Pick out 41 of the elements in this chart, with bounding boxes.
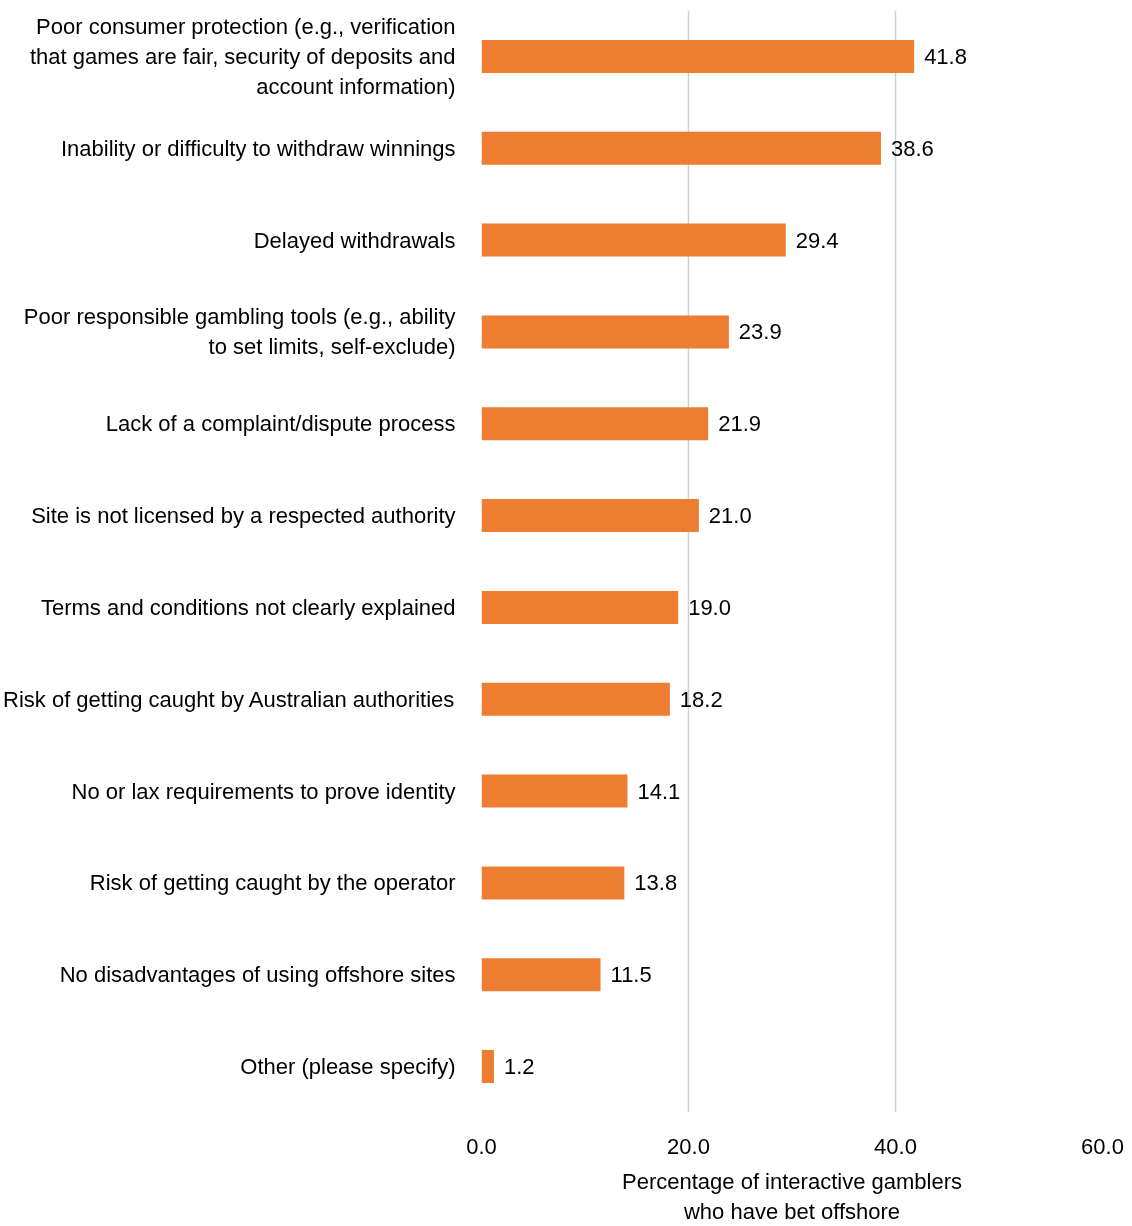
y-tick-label: Terms and conditions not clearly explained: [40, 594, 456, 620]
bar: [481, 407, 709, 441]
data-label: 13.8: [634, 870, 678, 896]
y-tick-label: Risk of getting caught by Australian authorities: [3, 686, 455, 712]
y-tick-label: Delayed withdrawals: [253, 227, 456, 253]
bar: [481, 1050, 494, 1084]
data-label: 29.4: [795, 227, 839, 253]
data-label: 11.5: [610, 962, 652, 988]
data-label: 38.6: [891, 135, 934, 161]
bar: [481, 39, 915, 73]
data-label: 21.0: [708, 503, 752, 529]
x-tick-label: 60.0: [1081, 1133, 1124, 1159]
y-tick-label: Site is not licensed by a respected authority: [31, 503, 456, 529]
y-tick-label: No disadvantages of using offshore sites: [59, 962, 456, 988]
x-tick-label: 0.0: [466, 1133, 497, 1159]
bar: [481, 499, 699, 533]
data-label: 14.1: [637, 778, 681, 804]
data-label: 23.9: [738, 319, 782, 345]
bar: [481, 315, 729, 349]
bar: [481, 131, 882, 165]
data-label: 21.9: [718, 411, 761, 437]
bar: [481, 590, 679, 624]
y-tick-label: Poor responsible gambling tools (e.g., ability to set limits, self-exclude): [23, 304, 456, 360]
x-axis-title: Percentage of interactive gamblers who have bet offshore: [622, 1168, 962, 1224]
data-label: 41.8: [924, 43, 967, 69]
y-tick-label: Other (please specify): [240, 1054, 456, 1080]
y-tick-label: Lack of a complaint/dispute process: [105, 411, 456, 437]
bar: [481, 774, 628, 808]
bar: [481, 223, 786, 257]
data-label: 19.0: [688, 594, 731, 620]
bar: [481, 682, 670, 716]
x-tick-label: 40.0: [874, 1133, 917, 1159]
y-tick-label: No or lax requirements to prove identity: [71, 778, 456, 804]
y-tick-label: Inability or difficulty to withdraw winnings: [60, 135, 456, 161]
bar: [481, 866, 625, 900]
data-label: 18.2: [679, 686, 723, 712]
y-tick-label: Risk of getting caught by the operator: [89, 870, 456, 896]
y-tick-label: Poor consumer protection (e.g., verification that games are fair, security of deposits and account information): [29, 13, 456, 99]
bar: [481, 958, 601, 992]
data-label: 1.2: [503, 1054, 535, 1080]
x-tick-label: 20.0: [667, 1133, 710, 1159]
